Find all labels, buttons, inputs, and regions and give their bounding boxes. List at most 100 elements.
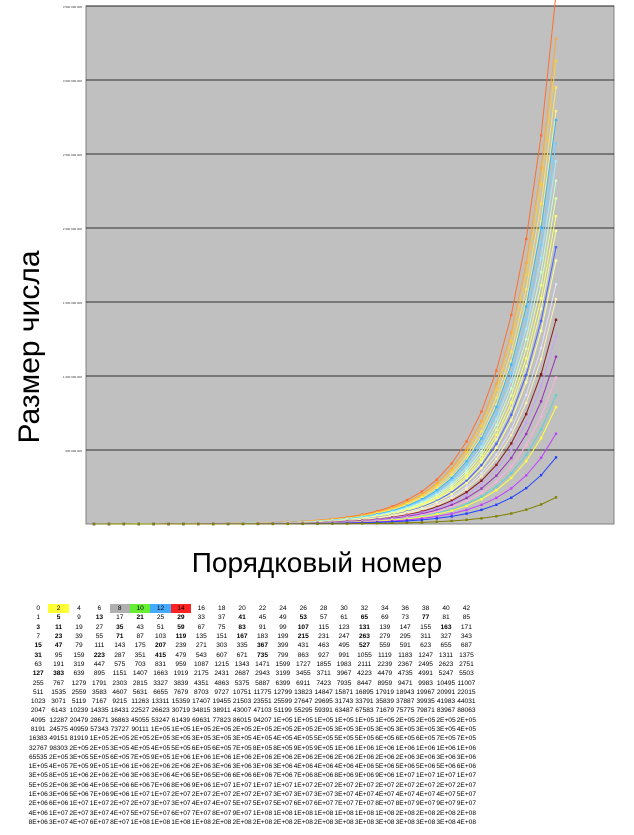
- table-cell: 15: [34, 642, 42, 650]
- table-cell: 1E+08: [273, 809, 293, 817]
- table-cell: 1E+08: [314, 809, 334, 817]
- table-cell: 2E+06: [354, 753, 375, 761]
- data-point: [554, 142, 558, 145]
- table-cell: 463: [318, 642, 330, 650]
- table-cell: 9: [77, 614, 81, 622]
- data-point: [480, 479, 483, 482]
- table-header-cell: 34: [381, 605, 389, 613]
- table-cell: 4E+06: [28, 809, 48, 817]
- table-cell: 1E+08: [293, 809, 313, 817]
- table-cell: 155: [420, 623, 432, 631]
- table-cell: 15359: [171, 698, 191, 706]
- table-cell: 9983: [418, 679, 433, 687]
- data-point: [554, 334, 558, 338]
- table-cell: 3E+06: [212, 763, 232, 771]
- table-cell: 73727: [110, 726, 129, 733]
- table-cell: 5375: [234, 679, 250, 687]
- table-cell: 49: [279, 614, 287, 622]
- table-cell: 399: [277, 642, 289, 650]
- table-cell: 3E+07: [273, 791, 293, 799]
- data-point: [510, 496, 513, 499]
- data-point: [405, 501, 409, 505]
- table-cell: 15871: [334, 688, 354, 696]
- table-cell: 23: [54, 633, 63, 641]
- table-cell: 9727: [214, 688, 230, 696]
- table-cell: 127: [32, 670, 44, 678]
- table-cell: 6143: [51, 707, 66, 715]
- table-cell: 1343: [234, 660, 250, 668]
- data-point: [465, 450, 468, 454]
- table-cell: 2E+07: [375, 781, 395, 789]
- data-point: [539, 346, 543, 350]
- data-point: [495, 433, 498, 437]
- table-cell: 895: [93, 670, 105, 678]
- table-cell: 3199: [275, 670, 291, 678]
- table-cell: 4223: [357, 670, 372, 678]
- data-point: [524, 365, 528, 368]
- data-point: [435, 484, 438, 487]
- table-cell: 2751: [459, 660, 474, 668]
- table-row: 4095 12287 20479 28671 36863 45055 53247 61439 6…: [28, 716, 477, 725]
- table-cell: 2623: [438, 660, 454, 668]
- data-point: [480, 464, 483, 467]
- table-cell: 1791: [92, 679, 107, 687]
- table-cell: 57343: [90, 726, 109, 733]
- table-cell: 37: [218, 614, 226, 622]
- data-point: [435, 482, 438, 485]
- y-tick-label: 1 500 000 000: [63, 301, 83, 305]
- table-cell: 47103: [253, 707, 272, 715]
- data-point: [465, 479, 468, 483]
- data-point: [450, 519, 453, 523]
- data-point: [510, 387, 513, 390]
- table-cell: 4E+07: [415, 791, 436, 799]
- table-cell: 2495: [418, 660, 433, 668]
- data-point: [450, 492, 453, 496]
- table-cell: 8E+05: [252, 744, 273, 752]
- table-cell: 1E+06: [375, 744, 395, 752]
- table-cell: 5E+06: [436, 763, 456, 771]
- data-point: [554, 37, 558, 40]
- table-cell: 6911: [296, 679, 311, 687]
- data-point: [435, 503, 438, 507]
- table-cell: 1599: [275, 660, 291, 668]
- table-cell: 2E+07: [354, 781, 375, 789]
- table-cell: 3839: [173, 679, 189, 687]
- table-cell: 55: [95, 633, 104, 641]
- data-point: [420, 518, 424, 522]
- table-row: 32767 98303 2E+05 2E+05 3E+05 4E+05 4E+05 5E+05…: [28, 743, 477, 752]
- table-cell: 447: [93, 660, 105, 668]
- table-cell: 85: [462, 614, 471, 622]
- table-cell: 527: [358, 642, 370, 650]
- data-point: [554, 496, 558, 499]
- table-cell: 7E+07: [191, 809, 211, 817]
- data-point: [480, 508, 483, 512]
- table-cell: 6E+06: [48, 800, 69, 808]
- data-point: [435, 510, 438, 513]
- table-cell: 29: [177, 614, 185, 622]
- y-axis-label: Размер числа: [13, 250, 46, 444]
- data-point: [554, 109, 558, 113]
- table-cell: 37887: [396, 698, 415, 706]
- data-point: [375, 522, 379, 525]
- data-point: [524, 318, 528, 321]
- data-point: [524, 412, 528, 416]
- data-point: [435, 488, 438, 492]
- table-cell: 7E+07: [334, 800, 354, 808]
- table-cell: 5E+06: [395, 763, 415, 771]
- table-cell: 2E+05: [415, 716, 436, 724]
- table-header-cell: 36: [401, 605, 409, 613]
- table-cell: 5E+07: [130, 809, 150, 817]
- table-cell: 1023: [30, 698, 46, 706]
- table-cell: 26623: [151, 707, 170, 715]
- table-cell: 3E+06: [232, 763, 252, 771]
- data-point: [495, 453, 498, 456]
- table-cell: 2E+06: [110, 772, 130, 780]
- table-cell: 6E+05: [191, 744, 211, 752]
- table-cell: 3E+05: [28, 772, 48, 780]
- data-point: [450, 495, 453, 498]
- table-cell: 61439: [171, 716, 191, 724]
- table-cell: 4E+05: [273, 735, 293, 743]
- data-point: [495, 403, 498, 406]
- table-cell: 7E+05: [69, 763, 89, 771]
- table-cell: 2E+05: [273, 726, 293, 733]
